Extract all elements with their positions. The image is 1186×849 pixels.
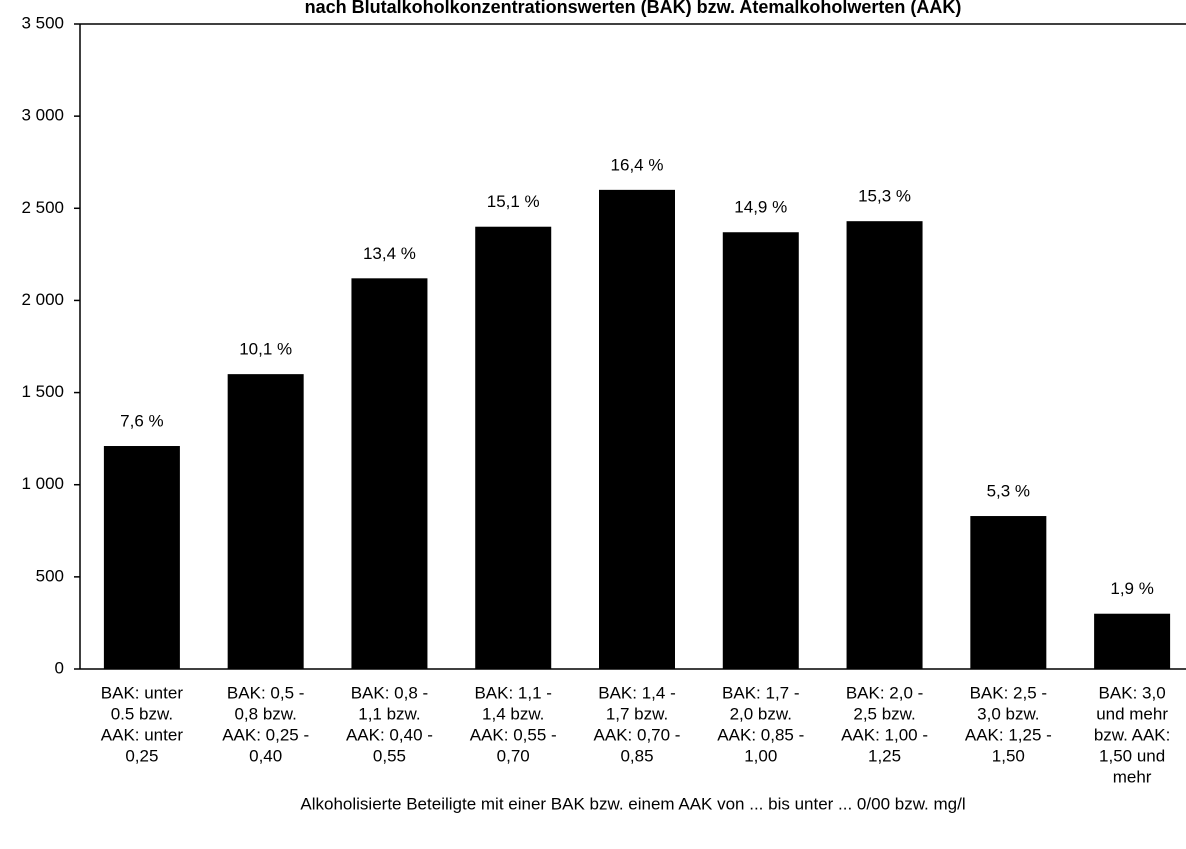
- y-tick-label: 0: [55, 658, 64, 677]
- x-tick-label: BAK: 3,0: [1099, 683, 1166, 702]
- x-tick-label: BAK: 2,5 -: [970, 683, 1047, 702]
- x-tick-label: BAK: unter: [101, 683, 184, 702]
- x-tick-label: AAK: 0,70 -: [594, 725, 681, 744]
- x-tick-label: 0,25: [125, 746, 158, 765]
- bar: [1094, 613, 1171, 669]
- percent-label: 13,4 %: [363, 244, 416, 263]
- percent-label: 15,3 %: [858, 187, 911, 206]
- x-tick-label: AAK: 1,25 -: [965, 725, 1052, 744]
- x-tick-label: 0,55: [373, 746, 406, 765]
- x-tick-label: AAK: 1,00 -: [841, 725, 928, 744]
- x-tick-label: 1,25: [868, 746, 901, 765]
- x-tick-label: 0,70: [497, 746, 530, 765]
- x-tick-label: 1,4 bzw.: [482, 704, 544, 723]
- x-tick-label: 1,00: [744, 746, 777, 765]
- x-tick-label: AAK: 0,55 -: [470, 725, 557, 744]
- y-tick-label: 2 500: [21, 198, 64, 217]
- bar: [351, 278, 428, 669]
- bar: [846, 221, 923, 669]
- y-tick-label: 2 000: [21, 290, 64, 309]
- percent-label: 10,1 %: [239, 340, 292, 359]
- x-tick-label: und mehr: [1096, 704, 1168, 723]
- y-tick-label: 3 500: [21, 13, 64, 32]
- y-tick-label: 1 500: [21, 382, 64, 401]
- x-axis-label: Alkoholisierte Beteiligte mit einer BAK …: [300, 794, 965, 813]
- x-tick-label: 0,40: [249, 746, 282, 765]
- x-tick-label: 0.5 bzw.: [111, 704, 173, 723]
- x-tick-label: 1,1 bzw.: [358, 704, 420, 723]
- x-tick-label: BAK: 0,5 -: [227, 683, 304, 702]
- percent-label: 7,6 %: [120, 411, 163, 430]
- x-tick-label: AAK: unter: [101, 725, 184, 744]
- x-tick-label: BAK: 1,1 -: [474, 683, 551, 702]
- percent-label: 15,1 %: [487, 192, 540, 211]
- bar: [103, 446, 180, 669]
- y-tick-label: 500: [36, 566, 64, 585]
- x-tick-label: BAK: 1,7 -: [722, 683, 799, 702]
- x-tick-label: AAK: 0,25 -: [222, 725, 309, 744]
- x-tick-label: 0,8 bzw.: [234, 704, 296, 723]
- x-tick-label: 0,85: [620, 746, 653, 765]
- x-tick-label: BAK: 0,8 -: [351, 683, 428, 702]
- x-tick-label: BAK: 2,0 -: [846, 683, 923, 702]
- bar: [227, 374, 304, 669]
- x-tick-label: AAK: 0,40 -: [346, 725, 433, 744]
- y-tick-label: 1 000: [21, 474, 64, 493]
- percent-label: 16,4 %: [611, 155, 664, 174]
- y-tick-label: 3 000: [21, 106, 64, 125]
- bar: [722, 232, 799, 669]
- x-tick-label: 2,0 bzw.: [730, 704, 792, 723]
- x-tick-label: AAK: 0,85 -: [717, 725, 804, 744]
- bar: [599, 189, 675, 669]
- percent-label: 14,9 %: [734, 198, 787, 217]
- percent-label: 1,9 %: [1110, 579, 1153, 598]
- chart-title: nach Blutalkoholkonzentrationswerten (BA…: [305, 0, 962, 17]
- x-tick-label: 3,0 bzw.: [977, 704, 1039, 723]
- percent-label: 5,3 %: [987, 482, 1030, 501]
- x-tick-label: mehr: [1113, 767, 1152, 786]
- x-tick-label: BAK: 1,4 -: [598, 683, 675, 702]
- bar: [970, 516, 1047, 669]
- x-tick-label: 1,50 und: [1099, 746, 1165, 765]
- x-tick-label: 2,5 bzw.: [853, 704, 915, 723]
- x-tick-label: 1,7 bzw.: [606, 704, 668, 723]
- bar: [475, 226, 552, 669]
- x-tick-label: 1,50: [992, 746, 1025, 765]
- x-tick-label: bzw. AAK:: [1094, 725, 1171, 744]
